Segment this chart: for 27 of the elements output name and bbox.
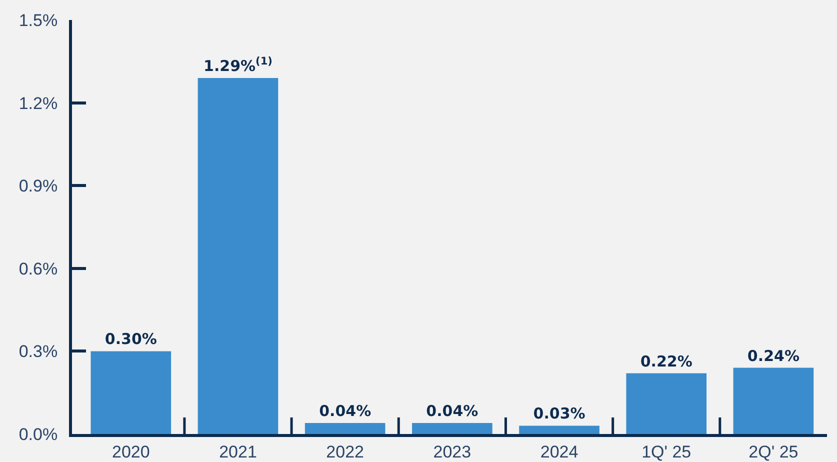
x-tick-label: 1Q' 25: [642, 442, 692, 462]
bar: [519, 426, 600, 434]
x-tick-label: 2020: [112, 442, 150, 462]
x-tick-label: 2Q' 25: [748, 442, 798, 462]
y-tick-label: 1.2%: [18, 94, 58, 113]
bar: [412, 422, 492, 434]
y-tick-label: 0.9%: [18, 176, 58, 196]
bar: [626, 373, 707, 434]
data-label: 0.22%: [640, 352, 692, 370]
x-tick-label: 2021: [219, 442, 257, 462]
y-tick-label: 0.3%: [18, 342, 58, 362]
bar: [90, 351, 172, 434]
bar: [304, 422, 386, 434]
data-label: 1.29%$^{(1)}$: [204, 56, 272, 75]
x-tick-label: 2022: [326, 442, 364, 462]
x-tick-label: 2024: [540, 442, 578, 462]
x-tick-label: 2023: [433, 442, 472, 462]
y-tick-label: 1.5%: [18, 10, 58, 30]
data-label: 0.24%: [747, 346, 800, 365]
y-tick-label: 0.6%: [18, 259, 58, 278]
data-label: 0.04%: [319, 402, 372, 420]
data-label: 0.30%: [104, 330, 157, 348]
bar: [198, 78, 278, 434]
bar: [733, 368, 814, 434]
data-label: 0.04%: [426, 402, 478, 420]
data-label: 0.03%: [533, 404, 586, 423]
y-tick-label: 0.0%: [18, 424, 58, 444]
